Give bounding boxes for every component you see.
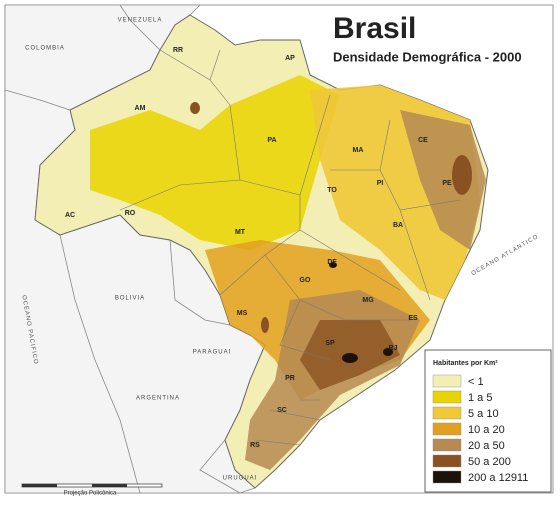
state-label: SC bbox=[277, 407, 287, 414]
legend-label: 20 a 50 bbox=[468, 440, 505, 452]
region bbox=[452, 155, 472, 195]
country-label: ARGENTINA bbox=[136, 396, 180, 402]
state-label: RR bbox=[173, 47, 183, 54]
legend-items: < 1 1 a 5 5 a 10 10 a 20 20 a 50 50 a 200 200 … bbox=[432, 374, 528, 484]
legend-swatch bbox=[432, 390, 462, 404]
state-label: PE bbox=[442, 180, 452, 187]
state-label: PA bbox=[267, 137, 276, 144]
border bbox=[119, 4, 161, 51]
legend-title: Habitantes por Km² bbox=[433, 360, 498, 367]
state-label: TO bbox=[327, 187, 337, 194]
state-label: BA bbox=[393, 222, 403, 229]
state-label: PI bbox=[377, 180, 384, 187]
legend-swatch bbox=[432, 374, 462, 388]
legend-swatch bbox=[432, 422, 462, 436]
region bbox=[342, 353, 358, 363]
title: Brasil bbox=[333, 12, 416, 45]
scale-bar bbox=[92, 484, 127, 487]
scale-bar bbox=[22, 484, 57, 487]
country-label: URUGUAI bbox=[223, 476, 258, 482]
legend-label: 200 a 12911 bbox=[468, 472, 528, 484]
state-borders bbox=[119, 49, 461, 446]
legend-swatch bbox=[432, 406, 462, 420]
legend-label: 1 a 5 bbox=[468, 392, 492, 404]
border bbox=[199, 439, 241, 494]
state-label: CE bbox=[418, 137, 428, 144]
region bbox=[90, 75, 340, 250]
state-label: MG bbox=[362, 297, 374, 304]
country-label: BOLIVIA bbox=[115, 296, 145, 302]
state-label: MA bbox=[353, 147, 364, 154]
scale-label: Projeção Policônica bbox=[64, 491, 117, 497]
state-label: MS bbox=[237, 310, 248, 317]
country-label: VENEZUELA bbox=[118, 18, 163, 24]
legend-label: 50 a 200 bbox=[468, 456, 511, 468]
state-label: DF bbox=[327, 259, 337, 266]
legend-swatch bbox=[432, 438, 462, 452]
region bbox=[383, 348, 393, 356]
state-label: SP bbox=[325, 340, 335, 347]
country-label: PARAGUAI bbox=[193, 350, 232, 356]
state-label: ES bbox=[408, 315, 418, 322]
region bbox=[190, 102, 200, 114]
subtitle: Densidade Demográfica - 2000 bbox=[333, 49, 522, 64]
state-label: AC bbox=[65, 212, 75, 219]
legend-swatch bbox=[432, 470, 462, 484]
legend-label: 5 a 10 bbox=[468, 408, 499, 420]
legend-box bbox=[424, 349, 552, 493]
region bbox=[400, 110, 486, 250]
border bbox=[169, 239, 231, 326]
border bbox=[59, 234, 141, 494]
legend-swatch bbox=[432, 454, 462, 468]
state-label: AP bbox=[285, 55, 295, 62]
region bbox=[261, 317, 269, 333]
border bbox=[4, 89, 71, 111]
state-label: RS bbox=[250, 442, 260, 449]
state-label: RO bbox=[125, 210, 136, 217]
state-label: GO bbox=[300, 277, 311, 284]
region bbox=[329, 262, 337, 268]
legend-label: < 1 bbox=[468, 376, 484, 388]
state-label: MT bbox=[235, 229, 246, 236]
state-label: PR bbox=[285, 375, 295, 382]
legend-label: 10 a 20 bbox=[468, 424, 505, 436]
country-label: COLOMBIA bbox=[25, 46, 65, 52]
state-label: AM bbox=[135, 105, 146, 112]
state-label: RJ bbox=[389, 345, 398, 352]
